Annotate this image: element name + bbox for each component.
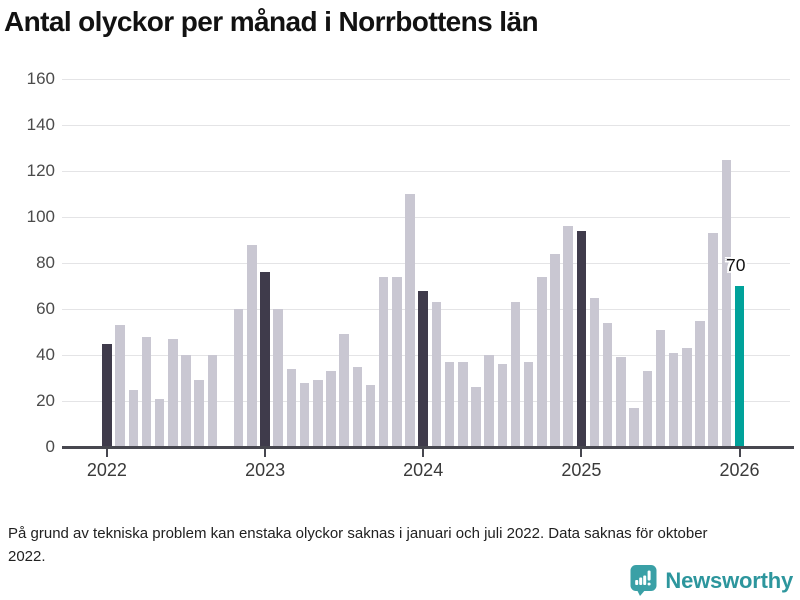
gridline-100: [62, 217, 790, 218]
x-axis-tick-2026: [738, 448, 741, 457]
bar-2024-11: [550, 253, 560, 447]
bar-2024-05: [471, 387, 481, 447]
bar-2024-10: [537, 276, 547, 447]
bar-2024-08: [510, 302, 521, 447]
x-axis-tick-2022: [105, 448, 108, 457]
bar-2023-09: [365, 384, 376, 447]
latest-value-label: 70: [726, 255, 746, 275]
x-axis-tick-2024: [422, 448, 425, 457]
chart-footnote: På grund av tekniska problem kan enstaka…: [8, 525, 708, 565]
bar-2024-06: [484, 355, 494, 447]
newsworthy-speech-bubble-bar-chart-icon: [630, 565, 657, 596]
bar-2022-02: [115, 325, 125, 447]
y-axis-label: 40: [36, 345, 55, 364]
bar-chart-plot-area: 0 20 40 60 80 100 120 140 160 2022 2023 2024 2025 202…: [26, 69, 794, 480]
x-axis-label-2024: 2024: [403, 460, 444, 480]
chart-title: Antal olyckor per månad i Norrbottens lä…: [4, 6, 539, 37]
gridline-80: [62, 263, 790, 264]
bar-2025-10: [695, 320, 705, 447]
x-axis-tick-2025: [580, 448, 583, 457]
bar-2024-04: [458, 361, 468, 447]
bar-2025-06: [642, 371, 653, 447]
bar-2022-08: [194, 380, 204, 447]
x-axis-label-2022: 2022: [86, 460, 127, 480]
bar-2025-04: [616, 357, 626, 447]
bar-2022-03: [128, 389, 139, 447]
bar-2024-09: [523, 361, 534, 447]
bar-2023-06: [326, 371, 336, 447]
bar-2025-01: [576, 230, 587, 447]
bar-2023-01: [260, 272, 270, 447]
bar-2022-11: [233, 309, 244, 447]
x-axis-label-2026: 2026: [719, 460, 760, 480]
bar-2024-07: [497, 364, 508, 447]
bar-2023-07: [339, 334, 349, 447]
bar-2023-05: [313, 380, 323, 447]
bar-2022-12: [247, 244, 257, 447]
bar-2025-02: [589, 297, 600, 447]
bar-2025-03: [602, 322, 613, 447]
bar-2022-09: [207, 355, 218, 447]
bar-2022-04: [141, 336, 152, 447]
x-axis-line: [62, 446, 794, 449]
bar-2023-10: [378, 276, 389, 447]
bar-2025-05: [629, 407, 639, 447]
bar-2023-11: [392, 276, 402, 447]
y-axis-label: 100: [26, 207, 55, 226]
bar-2024-03: [444, 361, 455, 447]
x-axis-label-2023: 2023: [245, 460, 286, 480]
x-axis-label-2025: 2025: [561, 460, 602, 480]
bar-2023-08: [352, 366, 363, 447]
y-axis-label: 80: [36, 253, 55, 272]
bar-2022-07: [181, 355, 191, 447]
y-axis-label: 60: [36, 299, 55, 318]
bar-2023-04: [299, 382, 310, 447]
bar-2023-03: [286, 368, 297, 447]
bar-2022-01: [102, 343, 112, 447]
bar-2026-01: [734, 286, 745, 447]
y-axis-label: 0: [45, 437, 55, 456]
bar-2025-12: [721, 159, 732, 447]
bar-2025-08: [668, 352, 679, 447]
bar-2025-07: [655, 329, 666, 447]
newsworthy-logo-text: Newsworthy: [665, 567, 793, 593]
y-axis-label: 160: [26, 69, 55, 88]
bar-2022-05: [154, 398, 165, 447]
bar-2024-02: [431, 302, 442, 447]
gridline-160: [62, 79, 790, 80]
bar-2024-01: [418, 290, 428, 447]
bar-2025-11: [708, 233, 718, 447]
bar-2023-12: [405, 194, 415, 447]
y-axis-label: 120: [26, 161, 55, 180]
bar-2022-06: [168, 338, 178, 447]
y-axis-label: 140: [26, 115, 55, 134]
y-axis-label: 20: [36, 391, 55, 410]
bar-2024-12: [563, 226, 573, 447]
gridline-120: [62, 171, 790, 172]
newsworthy-logo[interactable]: Newsworthy: [630, 565, 793, 596]
bar-2025-09: [682, 348, 692, 447]
gridline-140: [62, 125, 790, 126]
x-axis-tick-2023: [264, 448, 267, 457]
bar-2023-02: [273, 309, 283, 447]
